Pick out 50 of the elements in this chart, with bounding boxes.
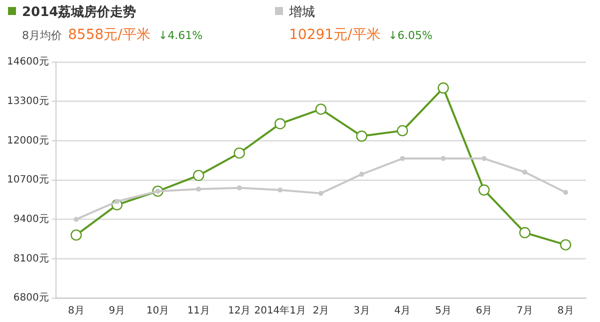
- point: [482, 156, 487, 162]
- x-tick-label: 5月: [435, 306, 452, 317]
- point: [114, 198, 120, 204]
- point: [356, 130, 368, 142]
- point: [236, 185, 242, 190]
- point: [74, 216, 79, 222]
- legend-label: 2014荔城房价走势: [22, 5, 136, 20]
- x-tick-label: 12月: [228, 306, 251, 317]
- point: [196, 186, 202, 192]
- y-tick-label: 6800元: [13, 292, 49, 304]
- x-tick-label: 8月: [557, 306, 574, 317]
- point: [560, 239, 572, 250]
- point: [274, 118, 286, 130]
- y-tick-label: 10700元: [7, 174, 49, 186]
- text: 10291元/平米: [289, 27, 380, 43]
- x-tick-label: 6月: [476, 306, 492, 317]
- point: [278, 187, 283, 192]
- point: [318, 190, 324, 196]
- point: [563, 190, 568, 195]
- x-tick-label: 3月: [354, 306, 370, 317]
- point: [478, 184, 490, 196]
- y-tick-label: 12000元: [7, 135, 49, 146]
- x-tick-label: 11月: [187, 306, 210, 317]
- point: [438, 82, 449, 94]
- text: 8558元/平米: [68, 27, 150, 43]
- x-tick-label: 2014年1月: [254, 304, 306, 317]
- point: [519, 227, 530, 238]
- y-tick-label: 8100元: [13, 253, 49, 264]
- y-tick-label: 9400元: [13, 214, 49, 225]
- point: [70, 229, 82, 241]
- text: 8月均价: [22, 29, 62, 42]
- point: [234, 147, 245, 159]
- text: ↓4.61%: [158, 29, 203, 42]
- legend-label: 增城: [289, 5, 315, 20]
- x-tick-label: 2月: [312, 306, 330, 317]
- y-tick-label: 13300元: [7, 96, 49, 107]
- point: [396, 125, 408, 136]
- point: [440, 156, 446, 162]
- point: [400, 156, 405, 162]
- text: ↓6.05%: [388, 29, 432, 42]
- x-tick-label: 8月: [68, 306, 84, 317]
- y-tick-label: 14600元: [7, 56, 49, 68]
- x-tick-label: 9月: [108, 306, 126, 317]
- x-tick-label: 7月: [516, 306, 534, 317]
- x-tick-label: 10月: [146, 306, 170, 317]
- x-tick-label: 4月: [394, 306, 411, 317]
- point: [315, 104, 327, 115]
- point: [192, 170, 204, 182]
- point: [522, 170, 528, 175]
- point: [359, 172, 364, 177]
